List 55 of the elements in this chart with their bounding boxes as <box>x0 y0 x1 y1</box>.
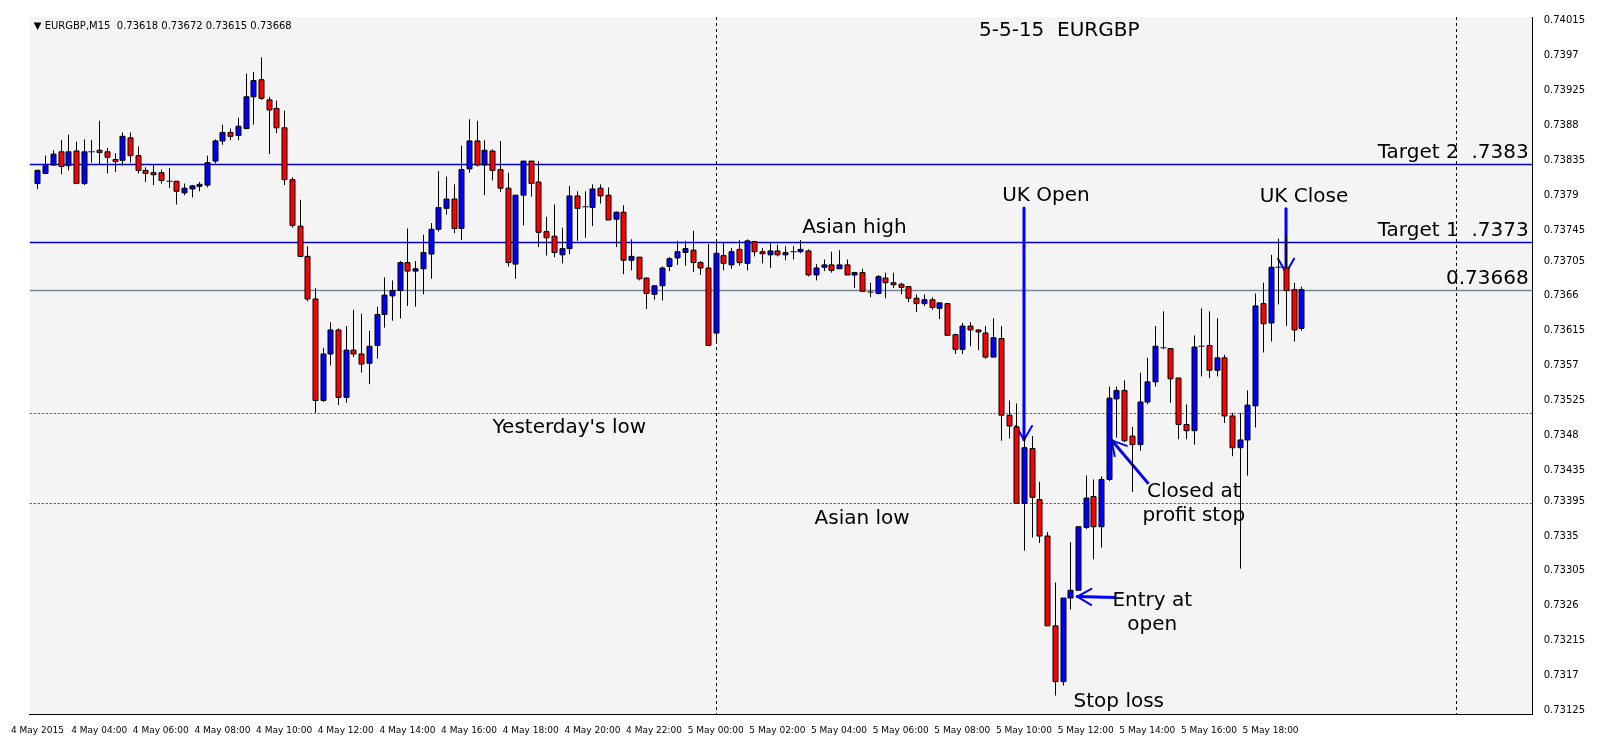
x-tick-label: 5 May 06:00 <box>872 724 929 735</box>
y-tick-label: 0.7379 <box>1543 188 1579 200</box>
x-tick-label: 5 May 04:00 <box>811 724 868 735</box>
annotation: Asian low <box>814 504 910 529</box>
x-tick-label: 4 May 04:00 <box>71 724 128 735</box>
candlestick <box>1160 310 1167 350</box>
x-tick-label: 5 May 08:00 <box>934 724 991 735</box>
chart-title: 5-5-15 EURGBP <box>978 17 1140 42</box>
ref-line-label: Target 2 .7383 <box>1376 139 1529 164</box>
x-tick-label: 5 May 12:00 <box>1057 724 1114 735</box>
x-tick-label: 5 May 16:00 <box>1180 724 1238 735</box>
y-tick-label: 0.73705 <box>1543 254 1586 266</box>
y-tick-label: 0.73125 <box>1543 703 1586 715</box>
x-tick-label: 5 May 10:00 <box>995 724 1053 735</box>
annotation: UK Close <box>1259 182 1349 207</box>
annotation: ▼ EURGBP,M15 0.73618 0.73672 0.73615 0.73668 <box>33 19 292 31</box>
x-tick-label: 4 May 20:00 <box>564 724 621 735</box>
ref-line-label: Target 1 .7373 <box>1376 216 1529 241</box>
ref-line-label: 0.73668 <box>1445 264 1529 289</box>
annotation: Asian high <box>802 213 907 238</box>
y-tick-label: 0.73615 <box>1543 324 1586 336</box>
annotation: UK Open <box>1002 182 1090 207</box>
x-tick-label: 4 May 12:00 <box>317 724 375 735</box>
y-tick-label: 0.73215 <box>1543 634 1586 646</box>
y-tick-label: 0.7388 <box>1543 119 1579 131</box>
x-tick-label: 4 May 06:00 <box>132 724 190 735</box>
x-tick-label: 4 May 10:00 <box>256 724 313 735</box>
x-tick-label: 5 May 18:00 <box>1242 724 1299 735</box>
y-tick-label: 0.7317 <box>1543 669 1579 681</box>
y-tick-label: 0.7366 <box>1543 289 1579 301</box>
x-tick-label: 4 May 2015 <box>11 724 64 735</box>
annotation: Stop loss <box>1073 687 1165 712</box>
y-tick-label: 0.73745 <box>1543 223 1586 235</box>
y-tick-label: 0.73835 <box>1543 153 1586 165</box>
y-tick-label: 0.7357 <box>1543 359 1579 371</box>
x-tick-label: 4 May 08:00 <box>194 724 251 735</box>
annotation: Yesterday's low <box>491 414 647 439</box>
y-tick-label: 0.7348 <box>1543 428 1579 440</box>
x-tick-label: 5 May 02:00 <box>749 724 806 735</box>
x-tick-label: 5 May 14:00 <box>1119 724 1176 735</box>
y-tick-label: 0.73525 <box>1543 394 1586 406</box>
y-tick-label: 0.73925 <box>1543 84 1586 96</box>
y-tick-label: 0.7397 <box>1543 49 1579 61</box>
x-tick-label: 4 May 22:00 <box>626 724 683 735</box>
x-tick-label: 5 May 00:00 <box>687 724 744 735</box>
y-tick-label: 0.74015 <box>1543 14 1586 26</box>
x-tick-label: 4 May 16:00 <box>441 724 498 735</box>
annotation: Entry at open <box>1112 586 1193 635</box>
y-tick-label: 0.7335 <box>1543 529 1579 541</box>
y-tick-label: 0.73435 <box>1543 463 1586 475</box>
y-tick-label: 0.7326 <box>1543 599 1579 611</box>
x-tick-label: 4 May 18:00 <box>502 724 559 735</box>
y-tick-label: 0.73395 <box>1543 494 1586 506</box>
y-tick-label: 0.73305 <box>1543 564 1586 576</box>
x-tick-label: 4 May 14:00 <box>379 724 436 735</box>
